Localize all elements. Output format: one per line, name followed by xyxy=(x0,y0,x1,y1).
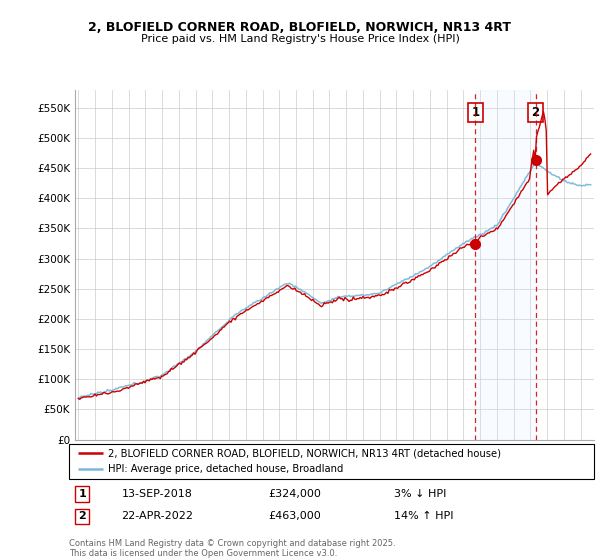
Text: 1: 1 xyxy=(471,106,479,119)
Text: £463,000: £463,000 xyxy=(269,511,321,521)
Text: Price paid vs. HM Land Registry's House Price Index (HPI): Price paid vs. HM Land Registry's House … xyxy=(140,34,460,44)
Text: 2, BLOFIELD CORNER ROAD, BLOFIELD, NORWICH, NR13 4RT (detached house): 2, BLOFIELD CORNER ROAD, BLOFIELD, NORWI… xyxy=(109,448,502,458)
FancyBboxPatch shape xyxy=(69,444,594,479)
Text: 22-APR-2022: 22-APR-2022 xyxy=(121,511,193,521)
Text: 1: 1 xyxy=(78,489,86,499)
Text: HPI: Average price, detached house, Broadland: HPI: Average price, detached house, Broa… xyxy=(109,464,344,474)
Text: £324,000: £324,000 xyxy=(269,489,322,499)
Text: 2, BLOFIELD CORNER ROAD, BLOFIELD, NORWICH, NR13 4RT: 2, BLOFIELD CORNER ROAD, BLOFIELD, NORWI… xyxy=(89,21,511,34)
Text: 3% ↓ HPI: 3% ↓ HPI xyxy=(395,489,447,499)
Text: 14% ↑ HPI: 14% ↑ HPI xyxy=(395,511,454,521)
Bar xyxy=(475,90,536,440)
Text: 2: 2 xyxy=(532,106,539,119)
Text: 13-SEP-2018: 13-SEP-2018 xyxy=(121,489,193,499)
Text: 2: 2 xyxy=(78,511,86,521)
Text: Contains HM Land Registry data © Crown copyright and database right 2025.
This d: Contains HM Land Registry data © Crown c… xyxy=(69,539,395,558)
